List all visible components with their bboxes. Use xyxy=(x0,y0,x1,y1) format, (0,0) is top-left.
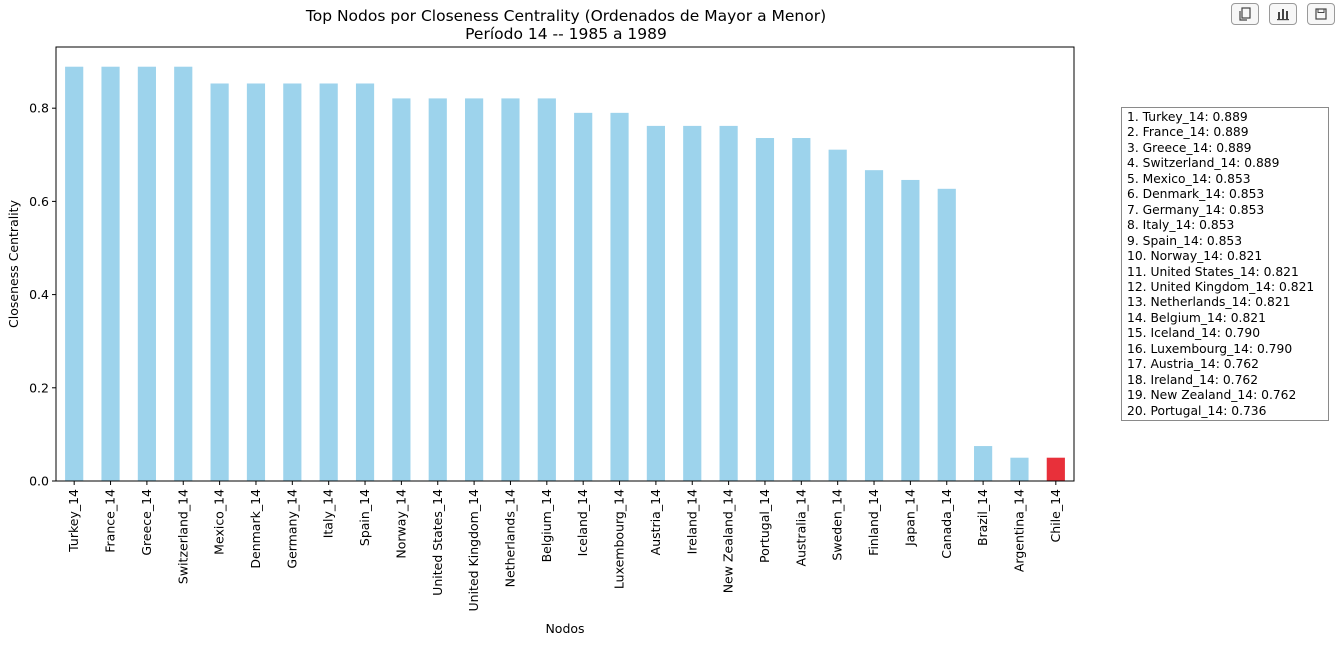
x-tick-label: Switzerland_14 xyxy=(175,489,190,584)
x-tick-label: Luxembourg_14 xyxy=(612,489,627,589)
bar-belgium-14 xyxy=(537,98,556,481)
legend-entry: 1. Turkey_14: 0.889 xyxy=(1127,110,1248,124)
figure-toolbar xyxy=(1231,3,1335,25)
x-tick-label: Japan_14 xyxy=(902,489,917,547)
bar-denmark-14 xyxy=(246,83,266,482)
legend-entry: 2. France_14: 0.889 xyxy=(1127,125,1249,140)
legend-entry: 14. Belgium_14: 0.821 xyxy=(1127,310,1266,325)
legend-entry: 20. Portugal_14: 0.736 xyxy=(1127,403,1267,418)
legend-entry: 11. United States_14: 0.821 xyxy=(1127,264,1299,279)
legend-entry: 4. Switzerland_14: 0.889 xyxy=(1127,156,1280,171)
x-tick-label: Iceland_14 xyxy=(575,489,590,556)
x-tick-label: Argentina_14 xyxy=(1011,489,1026,572)
bar-austria-14 xyxy=(646,125,665,481)
x-tick-label: Germany_14 xyxy=(284,489,299,569)
x-tick-label: Brazil_14 xyxy=(975,489,990,546)
plot-frame xyxy=(55,46,1075,482)
bar-new-zealand-14 xyxy=(719,125,738,481)
chart-button[interactable] xyxy=(1269,3,1297,25)
bar-norway-14 xyxy=(392,98,411,481)
y-tick-label: 0.6 xyxy=(29,194,49,209)
x-tick-label: United States_14 xyxy=(430,489,445,596)
bar-canada-14 xyxy=(937,188,956,481)
legend-entry: 8. Italy_14: 0.853 xyxy=(1127,218,1235,233)
x-tick-label: Finland_14 xyxy=(866,489,881,556)
x-tick-label: Portugal_14 xyxy=(757,489,772,563)
ranking-legend: 1. Turkey_14: 0.889 2. France_14: 0.889 3.… xyxy=(1121,107,1329,421)
y-tick-label: 0.2 xyxy=(29,380,49,395)
y-ticks-group: 0.0 0.2 0.4 0.6 0.8 xyxy=(29,101,56,489)
legend-entry: 17. Austria_14: 0.762 xyxy=(1127,357,1259,372)
x-tick-label: Denmark_14 xyxy=(248,489,263,569)
legend-entry: 16. Luxembourg_14: 0.790 xyxy=(1127,341,1293,356)
chart-subtitle: Período 14 -- 1985 a 1989 xyxy=(465,25,667,43)
bar-chart: Top Nodos por Closeness Centrality (Orde… xyxy=(6,7,1075,636)
x-tick-label: Chile_14 xyxy=(1048,489,1063,542)
x-tick-label: Netherlands_14 xyxy=(502,489,517,587)
bar-germany-14 xyxy=(283,83,302,482)
bar-brazil-14 xyxy=(974,446,993,481)
legend-entry: 19. New Zealand_14: 0.762 xyxy=(1127,388,1297,403)
bar-portugal-14 xyxy=(755,138,775,482)
legend-entry: 13. Netherlands_14: 0.821 xyxy=(1127,295,1291,310)
bars-group xyxy=(65,66,1065,482)
x-tick-label: Norway_14 xyxy=(393,489,408,559)
legend-entry: 3. Greece_14: 0.889 xyxy=(1127,140,1252,155)
x-tick-label: Sweden_14 xyxy=(830,489,845,561)
bar-spain-14 xyxy=(355,83,375,482)
bar-united-states-14 xyxy=(428,98,447,481)
legend-entry: 15. Iceland_14: 0.790 xyxy=(1127,326,1261,341)
bar-iceland-14 xyxy=(574,112,593,481)
x-tick-label: Ireland_14 xyxy=(684,489,699,554)
bar-japan-14 xyxy=(901,179,920,481)
bar-ireland-14 xyxy=(683,125,702,481)
x-tick-label: United Kingdom_14 xyxy=(466,489,481,612)
y-tick-label: 0.0 xyxy=(29,474,49,489)
bar-turkey-14 xyxy=(65,66,84,481)
x-tick-label: Spain_14 xyxy=(357,489,372,546)
bar-switzerland-14 xyxy=(174,66,193,481)
y-tick-label: 0.4 xyxy=(29,287,49,302)
x-tick-label: Mexico_14 xyxy=(212,489,227,555)
legend-entry: 12. United Kingdom_14: 0.821 xyxy=(1127,279,1315,294)
bar-australia-14 xyxy=(792,138,811,482)
legend-entry: 9. Spain_14: 0.853 xyxy=(1127,233,1243,248)
save-button[interactable] xyxy=(1307,3,1335,25)
y-tick-label: 0.8 xyxy=(29,101,49,116)
legend-entry: 5. Mexico_14: 0.853 xyxy=(1127,171,1251,186)
x-tick-label: France_14 xyxy=(103,489,118,553)
legend-entry: 10. Norway_14: 0.821 xyxy=(1127,249,1263,264)
bar-sweden-14 xyxy=(828,149,847,482)
x-ticks-group: Turkey_14 France_14 Greece_14 Switzerland_1… xyxy=(66,481,1063,612)
copy-icon xyxy=(1239,7,1251,21)
bar-italy-14 xyxy=(319,83,338,482)
legend-entry: 7. Germany_14: 0.853 xyxy=(1127,202,1265,217)
bar-chart-icon xyxy=(1277,9,1289,21)
y-axis-label: Closeness Centrality xyxy=(6,199,21,328)
save-icon xyxy=(1315,8,1327,20)
bar-united-kingdom-14 xyxy=(465,98,484,481)
bar-mexico-14 xyxy=(210,83,229,482)
bar-luxembourg-14 xyxy=(610,112,629,481)
bar-argentina-14 xyxy=(1010,457,1029,481)
legend-entry: 6. Denmark_14: 0.853 xyxy=(1127,187,1265,202)
bar-france-14 xyxy=(101,66,120,481)
x-tick-label: Canada_14 xyxy=(939,489,954,559)
x-tick-label: Italy_14 xyxy=(321,489,336,538)
bar-greece-14 xyxy=(137,66,156,481)
copy-button[interactable] xyxy=(1231,3,1259,25)
bar-finland-14 xyxy=(864,170,884,481)
bar-chile-14 xyxy=(1046,457,1065,481)
x-axis-label: Nodos xyxy=(545,621,584,636)
legend-entry: 18. Ireland_14: 0.762 xyxy=(1127,372,1259,387)
x-tick-label: Austria_14 xyxy=(648,489,663,555)
x-tick-label: New Zealand_14 xyxy=(721,489,736,593)
x-tick-label: Greece_14 xyxy=(139,489,154,556)
chart-title: Top Nodos por Closeness Centrality (Orde… xyxy=(305,7,826,25)
x-tick-label: Turkey_14 xyxy=(66,489,81,553)
x-tick-label: Australia_14 xyxy=(793,489,808,566)
x-tick-label: Belgium_14 xyxy=(539,489,554,562)
bar-netherlands-14 xyxy=(501,98,520,481)
